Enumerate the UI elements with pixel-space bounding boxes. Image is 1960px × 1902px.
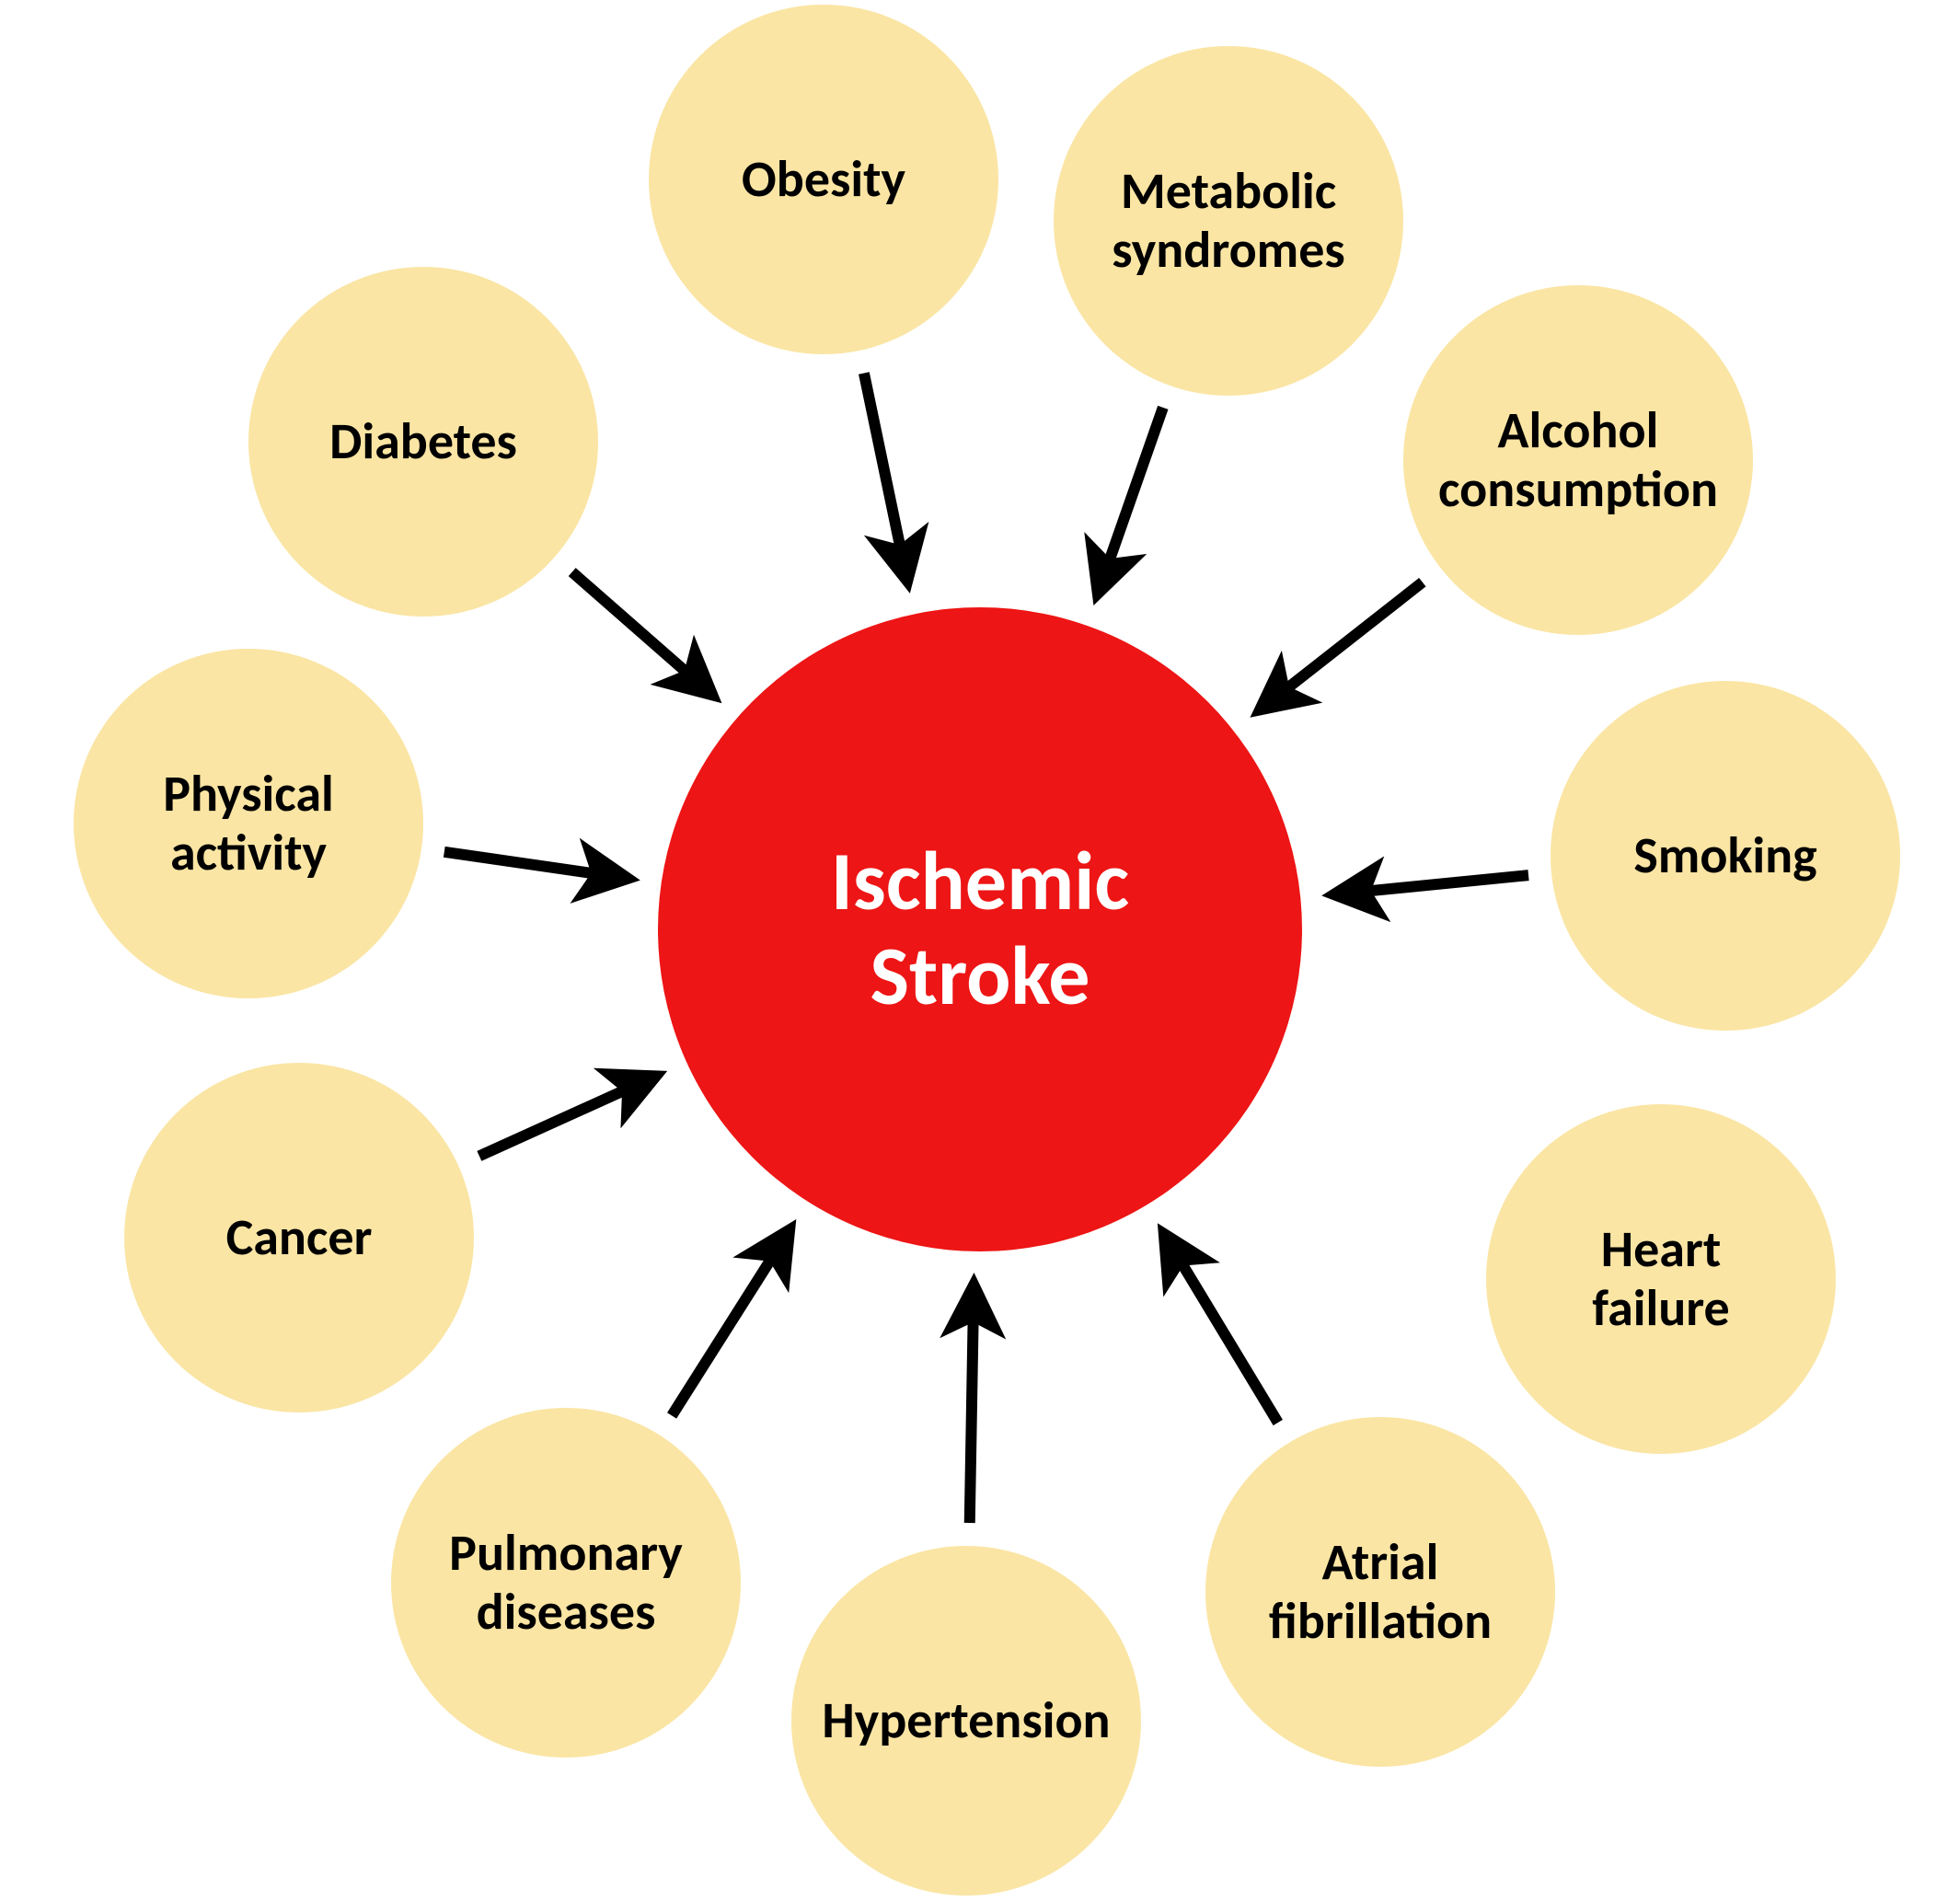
arrow-cancer xyxy=(479,1076,657,1157)
node-obesity: Obesity xyxy=(649,5,998,354)
node-label-hypertension: Hypertension xyxy=(803,1691,1128,1750)
node-label-metabolic: Metabolic syndromes xyxy=(1093,162,1364,281)
center-label: Ischemic Stroke xyxy=(813,835,1147,1025)
node-label-physical-activity: Physical activity xyxy=(144,765,352,883)
node-label-diabetes: Diabetes xyxy=(311,412,536,471)
node-label-pulmonary: Pulmonary diseases xyxy=(431,1524,701,1643)
arrow-smoking xyxy=(1332,875,1528,894)
node-heart-failure: Heart failure xyxy=(1486,1104,1836,1454)
node-smoking: Smoking xyxy=(1551,681,1900,1031)
node-label-cancer: Cancer xyxy=(208,1208,391,1267)
node-hypertension: Hypertension xyxy=(791,1546,1141,1896)
node-label-alcohol: Alcohol consumption xyxy=(1420,401,1736,520)
arrow-physical-activity xyxy=(444,852,629,879)
node-diabetes: Diabetes xyxy=(248,267,598,617)
node-metabolic: Metabolic syndromes xyxy=(1054,46,1403,396)
arrow-atrial-fib xyxy=(1163,1233,1278,1423)
center-node: Ischemic Stroke xyxy=(658,607,1302,1251)
node-label-obesity: Obesity xyxy=(723,150,924,209)
node-physical-activity: Physical activity xyxy=(74,649,423,998)
node-label-atrial-fib: Atrial fibrillation xyxy=(1251,1533,1510,1652)
arrow-hypertension xyxy=(970,1284,974,1523)
arrow-metabolic xyxy=(1097,408,1162,595)
node-alcohol: Alcohol consumption xyxy=(1403,285,1753,635)
node-cancer: Cancer xyxy=(124,1063,474,1412)
arrow-obesity xyxy=(864,373,907,582)
arrow-diabetes xyxy=(572,572,714,697)
node-atrial-fib: Atrial fibrillation xyxy=(1205,1417,1555,1767)
node-label-heart-failure: Heart failure xyxy=(1574,1220,1748,1339)
node-label-smoking: Smoking xyxy=(1615,826,1835,885)
arrow-alcohol xyxy=(1259,582,1423,711)
node-pulmonary: Pulmonary diseases xyxy=(391,1408,741,1758)
arrow-pulmonary xyxy=(672,1228,790,1415)
